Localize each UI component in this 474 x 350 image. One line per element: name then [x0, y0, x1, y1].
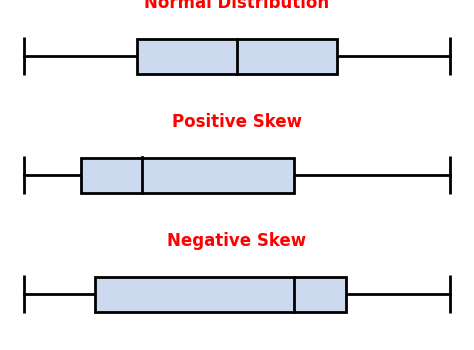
Text: Positive Skew: Positive Skew — [172, 113, 302, 131]
Text: Negative Skew: Negative Skew — [167, 232, 307, 250]
Bar — [137, 38, 337, 74]
Bar — [95, 276, 346, 312]
Text: Normal Distribution: Normal Distribution — [145, 0, 329, 12]
Bar — [81, 158, 294, 192]
